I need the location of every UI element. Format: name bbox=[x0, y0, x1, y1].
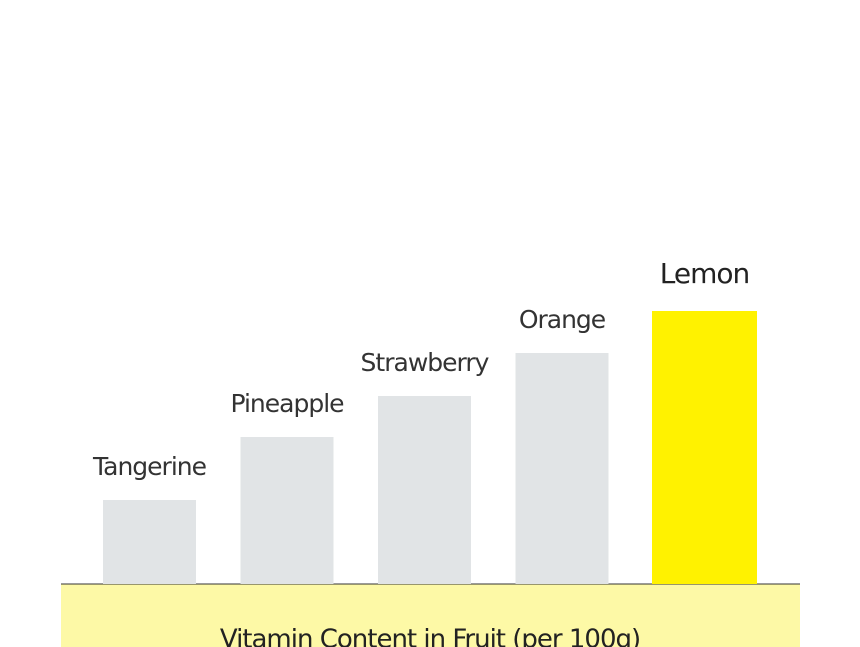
category-label: Orange bbox=[519, 305, 606, 334]
bar bbox=[378, 396, 471, 584]
bar bbox=[240, 437, 334, 584]
category-label: Strawberry bbox=[361, 348, 490, 377]
footer-band bbox=[61, 584, 800, 647]
category-label: Tangerine bbox=[92, 452, 207, 481]
category-label: Pineapple bbox=[230, 389, 344, 418]
chart-title: Vitamin Content in Fruit (per 100g) bbox=[220, 625, 640, 647]
bar bbox=[103, 500, 196, 584]
category-label: Lemon bbox=[660, 257, 750, 290]
bar bbox=[515, 353, 609, 584]
bar bbox=[652, 311, 757, 584]
